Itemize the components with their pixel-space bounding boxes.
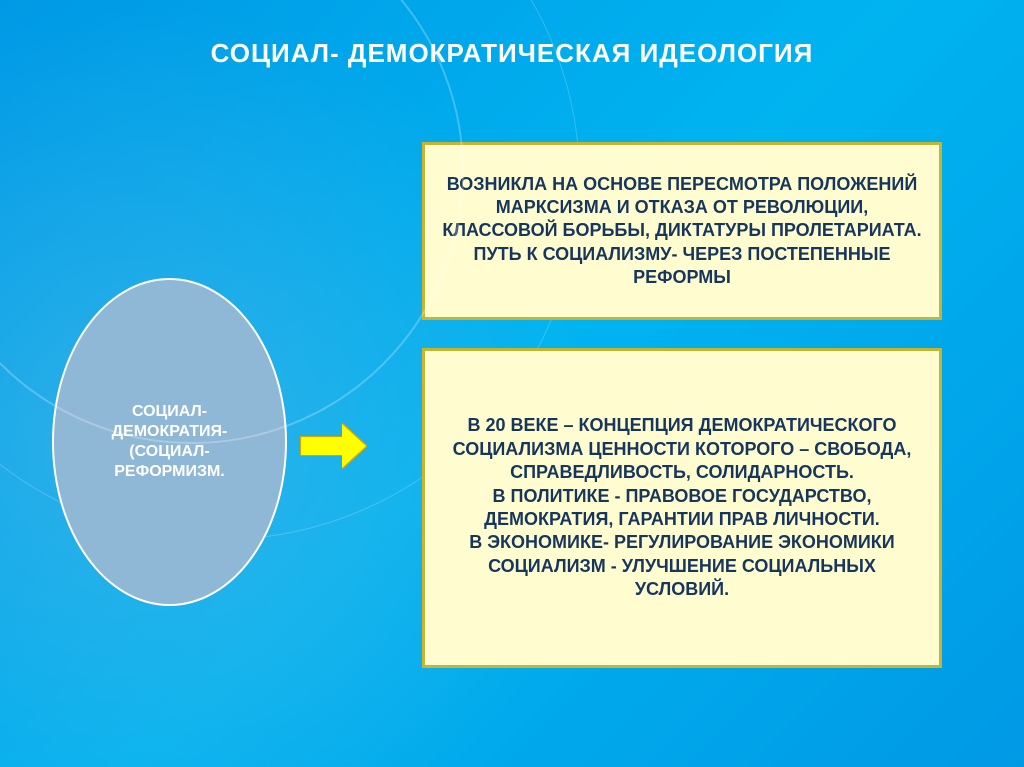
- arrow-head: [342, 424, 366, 468]
- concept-ellipse: СОЦИАЛ- ДЕМОКРАТИЯ- (СОЦИАЛ- РЕФОРМИЗМ.: [52, 278, 287, 606]
- slide-title: СОЦИАЛ- ДЕМОКРАТИЧЕСКАЯ ИДЕОЛОГИЯ: [0, 38, 1024, 69]
- arrow-right-icon: [300, 424, 366, 468]
- arrow-shaft: [300, 436, 342, 456]
- ellipse-label: СОЦИАЛ- ДЕМОКРАТИЯ- (СОЦИАЛ- РЕФОРМИЗМ.: [112, 402, 228, 482]
- slide: СОЦИАЛ- ДЕМОКРАТИЧЕСКАЯ ИДЕОЛОГИЯ СОЦИАЛ…: [0, 0, 1024, 767]
- description-box-1: ВОЗНИКЛА НА ОСНОВЕ ПЕРЕСМОТРА ПОЛОЖЕНИЙ …: [422, 142, 942, 320]
- description-box-2: В 20 ВЕКЕ – КОНЦЕПЦИЯ ДЕМОКРАТИЧЕСКОГО С…: [422, 348, 942, 668]
